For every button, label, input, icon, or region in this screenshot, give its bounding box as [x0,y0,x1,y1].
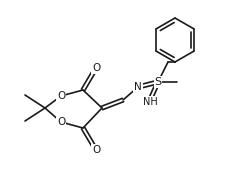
Text: S: S [154,77,162,87]
Text: NH: NH [143,97,157,107]
Text: O: O [57,117,65,127]
Text: O: O [92,145,100,155]
Text: O: O [92,63,100,73]
Text: O: O [57,91,65,101]
Text: N: N [134,82,142,92]
